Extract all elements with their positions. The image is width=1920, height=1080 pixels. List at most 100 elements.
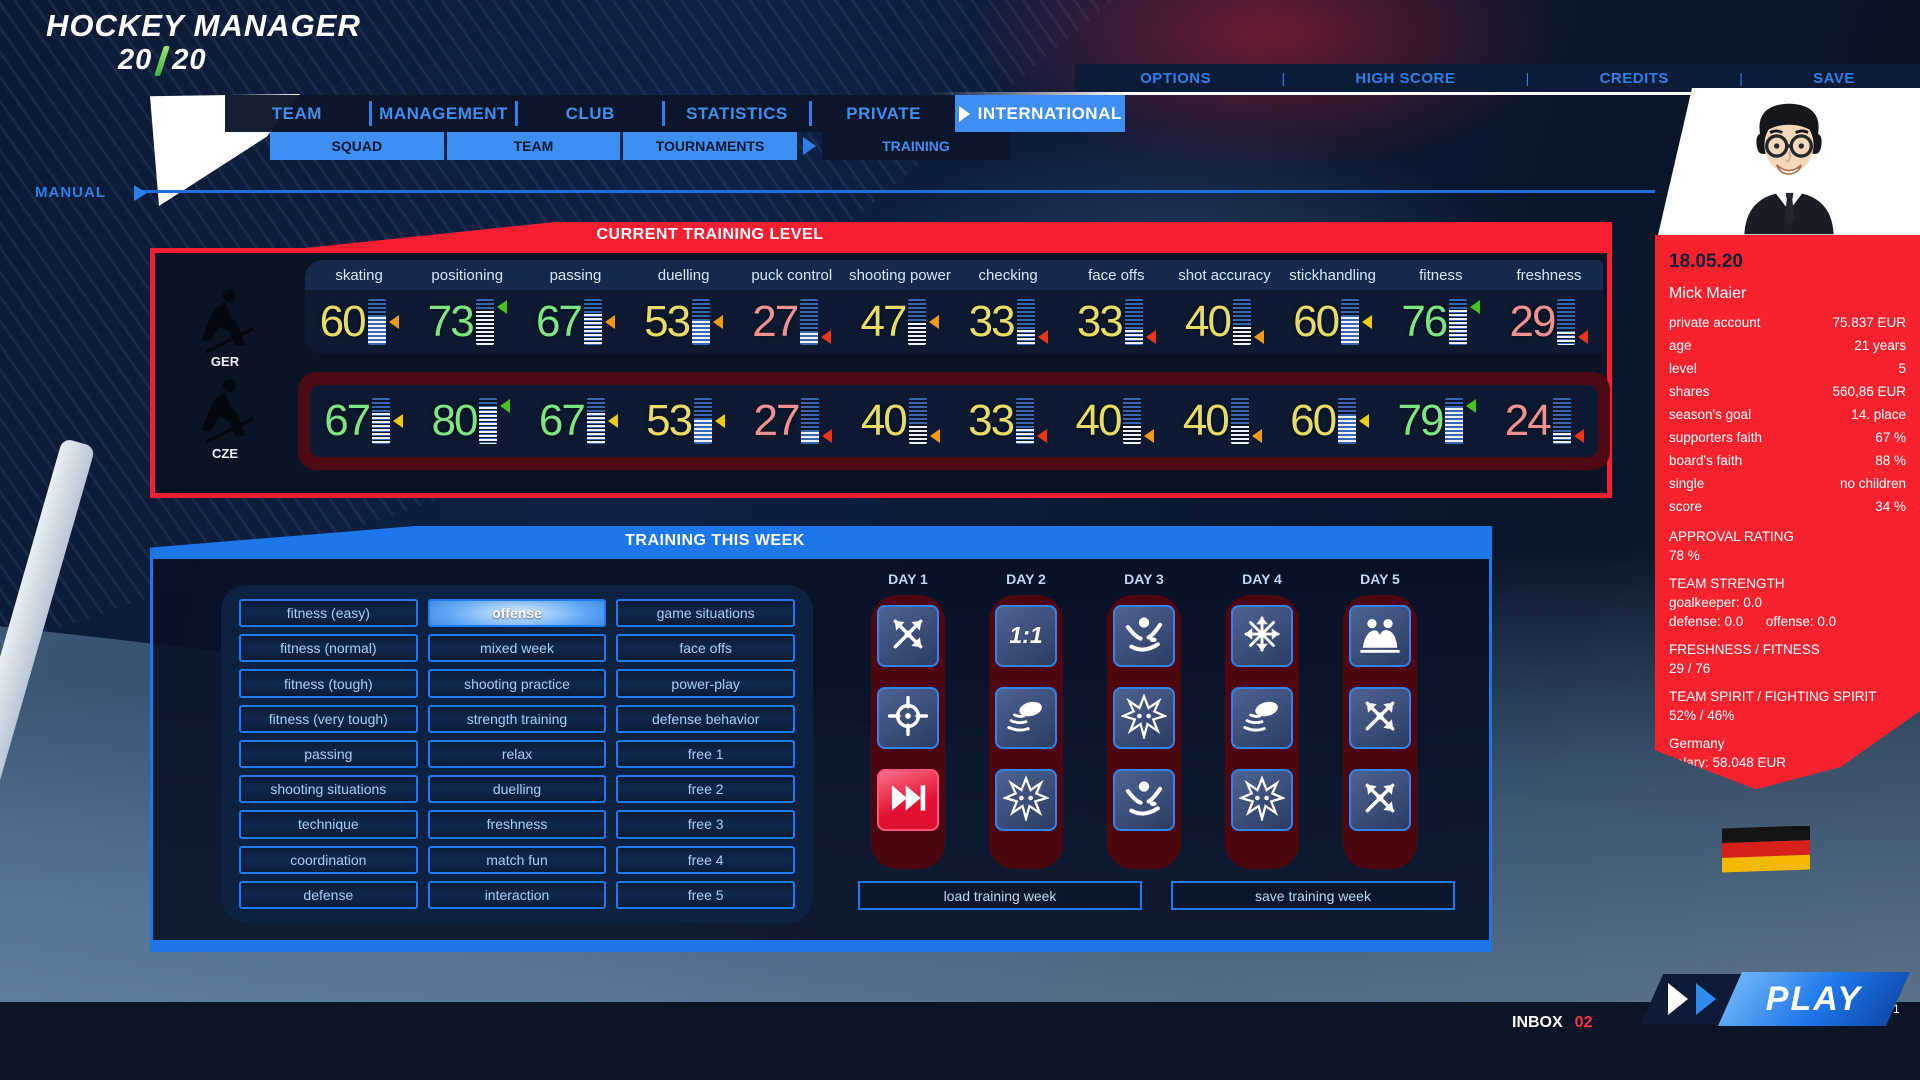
play-button[interactable]: PLAY: [1640, 972, 1911, 1026]
training-option-fitness-easy-[interactable]: fitness (easy): [239, 599, 418, 628]
day-slot[interactable]: [1231, 605, 1293, 667]
training-option-face-offs[interactable]: face offs: [616, 634, 795, 663]
inbox-button[interactable]: INBOX 02: [1512, 1014, 1592, 1032]
menu-item-credits[interactable]: CREDITS: [1599, 69, 1669, 87]
training-option-technique[interactable]: technique: [239, 810, 418, 839]
training-option-fitness-tough-[interactable]: fitness (tough): [239, 669, 418, 698]
subtab-tournaments[interactable]: TOURNAMENTS: [623, 132, 797, 160]
training-option-free-4[interactable]: free 4: [616, 845, 795, 874]
training-option-interaction[interactable]: interaction: [427, 880, 607, 909]
trend-arrow-icon: [393, 414, 404, 428]
day-slot[interactable]: [995, 687, 1057, 749]
save-training-week-button[interactable]: save training week: [1171, 881, 1455, 910]
day-slot[interactable]: [1113, 605, 1175, 667]
training-option-coordination[interactable]: coordination: [239, 845, 418, 874]
stat-value: 73: [427, 297, 475, 346]
training-option-shooting-practice[interactable]: shooting practice: [427, 669, 607, 698]
tab-team[interactable]: TEAM: [225, 95, 369, 132]
training-option-match-fun[interactable]: match fun: [427, 845, 607, 874]
training-option-freshness[interactable]: freshness: [427, 810, 607, 839]
inbox-label: INBOX: [1512, 1014, 1563, 1031]
day-slot[interactable]: [1113, 687, 1175, 749]
stat-gauge-icon: [1124, 299, 1143, 345]
stat-value: 80: [431, 396, 479, 445]
training-option-free-5[interactable]: free 5: [616, 880, 795, 909]
manager-stat-value: 560,86 EUR: [1832, 384, 1906, 399]
manager-stat-label: score: [1669, 499, 1703, 514]
stat-gauge-icon: [372, 398, 391, 444]
stat-cell: 67: [525, 385, 632, 457]
tab-label: STATISTICS: [686, 103, 788, 123]
manager-stat-label: board's faith: [1669, 453, 1743, 468]
manager-stat-value: 5: [1898, 361, 1906, 376]
training-option-duelling[interactable]: duelling: [427, 775, 607, 804]
tab-management[interactable]: MANAGEMENT: [372, 95, 516, 132]
day-slot[interactable]: [877, 769, 939, 831]
tab-international[interactable]: INTERNATIONAL: [955, 95, 1125, 132]
day-slot[interactable]: [1231, 687, 1293, 749]
day-slot[interactable]: [995, 769, 1057, 831]
day-slot[interactable]: [1231, 769, 1293, 831]
trend-arrow-icon: [1253, 330, 1264, 344]
training-option-free-2[interactable]: free 2: [616, 775, 795, 804]
stat-cell: 60: [305, 290, 413, 354]
training-option-fitness-normal-[interactable]: fitness (normal): [239, 634, 418, 663]
training-option-power-play[interactable]: power-play: [616, 669, 795, 698]
training-option-offense[interactable]: offense: [427, 599, 607, 628]
training-option-game-situations[interactable]: game situations: [616, 599, 795, 628]
stat-gauge-fill: [1230, 425, 1249, 444]
training-option-free-3[interactable]: free 3: [616, 810, 795, 839]
training-option-strength-training[interactable]: strength training: [427, 704, 607, 733]
stat-gauge-fill: [800, 332, 819, 345]
stat-gauge-fill: [1232, 326, 1251, 345]
menu-item-options[interactable]: OPTIONS: [1140, 69, 1212, 87]
tab-private[interactable]: PRIVATE: [812, 95, 956, 132]
training-option-relax[interactable]: relax: [427, 739, 607, 769]
subtab-training[interactable]: TRAINING: [821, 132, 1010, 160]
day-slot[interactable]: [877, 605, 939, 667]
manager-info-group: FRESHNESS / FITNESS 29 / 76: [1669, 640, 1906, 678]
day-slot[interactable]: [1113, 769, 1175, 831]
day-slot[interactable]: [1349, 687, 1411, 749]
training-option-passing[interactable]: passing: [239, 739, 418, 769]
stat-gauge-fill: [1552, 432, 1571, 444]
training-option-shooting-situations[interactable]: shooting situations: [239, 775, 418, 804]
day-slot[interactable]: [877, 687, 939, 749]
stat-value: 40: [1075, 396, 1122, 445]
training-option-defense[interactable]: defense: [239, 880, 418, 909]
training-week-title: TRAINING THIS WEEK: [625, 532, 805, 549]
manager-info-line: TEAM STRENGTH: [1669, 576, 1785, 591]
stat-gauge-fill: [586, 413, 605, 444]
subtab-squad[interactable]: SQUAD: [270, 132, 444, 160]
training-option-mixed-week[interactable]: mixed week: [427, 634, 607, 663]
tab-statistics[interactable]: STATISTICS: [665, 95, 809, 132]
subtab-team[interactable]: TEAM: [446, 132, 621, 160]
manager-stat-row: single no children: [1669, 472, 1906, 495]
stat-gauge-icon: [1232, 299, 1251, 345]
tab-label: TEAM: [271, 103, 322, 123]
active-tab-arrow-icon: [958, 105, 970, 122]
trend-arrow-icon: [1466, 399, 1477, 413]
day-slot[interactable]: 1:1: [995, 605, 1057, 667]
hockey-stick-icon: [154, 45, 171, 76]
training-option-free-1[interactable]: free 1: [616, 739, 795, 769]
day-header: DAY 2: [1006, 571, 1046, 587]
training-option-defense-behavior[interactable]: defense behavior: [616, 704, 795, 733]
day-slot[interactable]: [1349, 605, 1411, 667]
stat-gauge-icon: [908, 398, 927, 444]
menu-item-high-score[interactable]: HIGH SCORE: [1355, 69, 1456, 87]
menu-item-save[interactable]: SAVE: [1813, 69, 1855, 87]
stat-value: 27: [752, 297, 799, 346]
stat-cell: 29: [1495, 290, 1603, 354]
load-training-week-button[interactable]: load training week: [858, 881, 1142, 910]
training-option-fitness-very-tough-[interactable]: fitness (very tough): [239, 704, 418, 733]
manual-link[interactable]: MANUAL: [35, 184, 147, 201]
tab-club[interactable]: CLUB: [518, 95, 662, 132]
stat-gauge-fill: [908, 425, 927, 444]
stat-column-header: checking: [978, 266, 1038, 284]
logo-year-right: 20: [172, 44, 207, 76]
play-chevron-icon: [1696, 983, 1716, 1015]
manager-stat-value: 67 %: [1875, 430, 1906, 445]
day-slot[interactable]: [1349, 769, 1411, 831]
stat-gauge-icon: [692, 299, 711, 345]
